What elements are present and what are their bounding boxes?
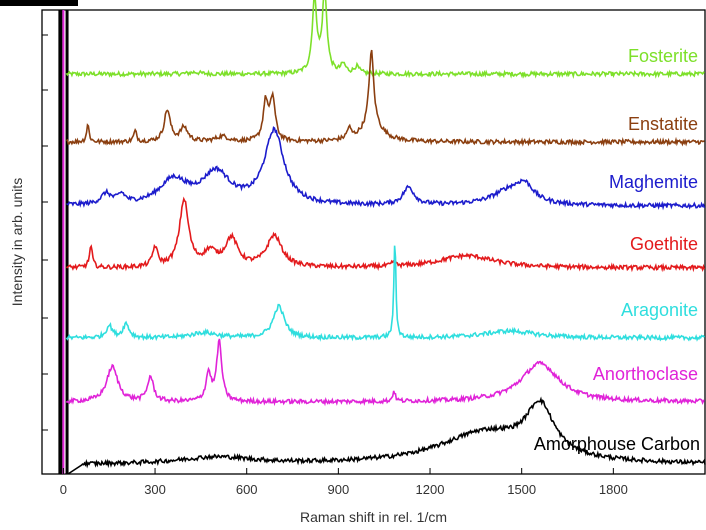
- corner-block: [0, 0, 78, 6]
- series-amorphouse-carbon: Amorphouse Carbon: [67, 396, 706, 475]
- x-tick-label: 1500: [507, 482, 536, 497]
- series-line: [66, 126, 706, 211]
- x-tick-label: 300: [144, 482, 166, 497]
- series-label: Amorphouse Carbon: [534, 434, 700, 454]
- series-enstatite: Enstatite: [65, 49, 705, 147]
- series-goethite: Goethite: [66, 196, 706, 273]
- x-tick-label: 1800: [599, 482, 628, 497]
- series-label: Fosterite: [628, 46, 698, 66]
- laser-line: [58, 10, 69, 474]
- series-label: Aragonite: [621, 300, 698, 320]
- x-tick-label: 900: [328, 482, 350, 497]
- y-axis-title: Intensity in arb. units: [9, 178, 25, 306]
- series-maghemite: Maghemite: [66, 126, 706, 211]
- series-line: [66, 196, 706, 273]
- series-group: Fosterite Enstatite Maghemite Goethite Arago…: [65, 0, 706, 475]
- y-axis-ticks: [42, 34, 48, 431]
- series-label: Maghemite: [609, 172, 698, 192]
- series-fosterite: Fosterite: [65, 0, 705, 80]
- series-line: [65, 0, 705, 80]
- x-tick-label: 1200: [416, 482, 445, 497]
- series-aragonite: Aragonite: [65, 245, 706, 342]
- series-label: Enstatite: [628, 114, 698, 134]
- x-tick-label: 600: [236, 482, 258, 497]
- series-label: Goethite: [630, 234, 698, 254]
- series-line: [65, 338, 705, 407]
- series-anorthoclase: Anorthoclase: [65, 338, 705, 407]
- x-axis-ticks: 0 300 600 900 1200 1500 1800: [60, 468, 628, 497]
- x-tick-label: 0: [60, 482, 67, 497]
- series-line: [65, 49, 705, 147]
- x-axis-title: Raman shift in rel. 1/cm: [300, 509, 447, 525]
- series-line: [67, 396, 706, 475]
- series-line: [65, 245, 706, 342]
- series-label: Anorthoclase: [593, 364, 698, 384]
- plot-frame: [41, 9, 706, 475]
